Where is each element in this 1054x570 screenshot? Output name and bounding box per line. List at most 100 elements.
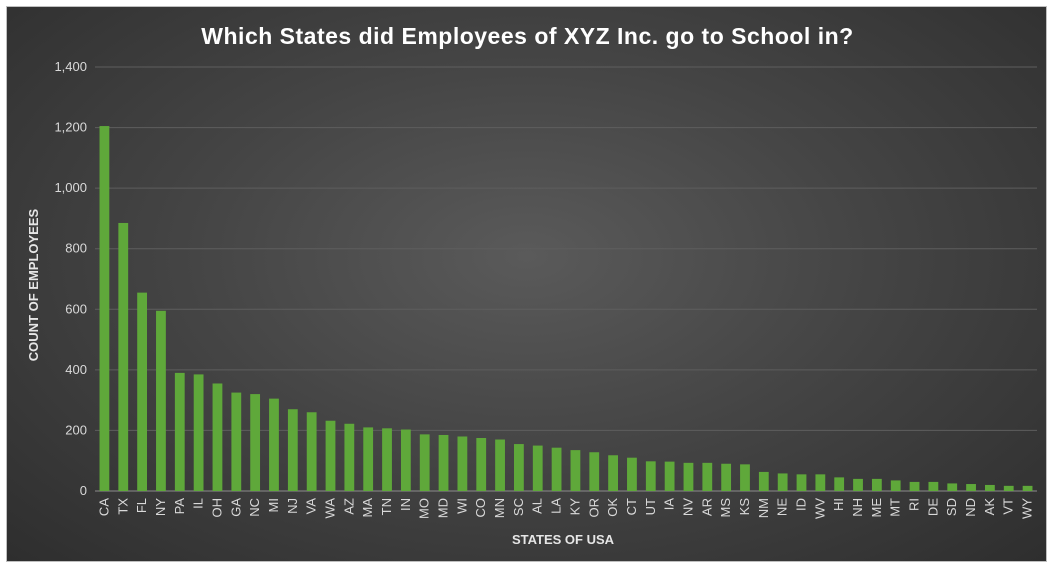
x-tick-label: ID bbox=[794, 498, 809, 511]
x-tick-label: VA bbox=[304, 498, 319, 515]
x-tick-label: CT bbox=[624, 498, 639, 515]
bar-vt bbox=[1003, 485, 1014, 491]
x-tick-label: NE bbox=[775, 498, 790, 516]
x-tick-label: DE bbox=[925, 498, 940, 516]
x-tick-label: KS bbox=[737, 498, 752, 516]
x-tick-label: HI bbox=[831, 498, 846, 511]
x-tick-label: NJ bbox=[285, 498, 300, 514]
bar-ca bbox=[99, 126, 110, 492]
bar-pa bbox=[174, 372, 185, 491]
x-tick-label: KY bbox=[567, 498, 582, 516]
bar-in bbox=[400, 429, 411, 491]
x-tick-label: MD bbox=[436, 498, 451, 518]
y-tick-label: 1,200 bbox=[54, 120, 87, 135]
bar-ct bbox=[627, 457, 637, 491]
bar-ar bbox=[702, 462, 713, 491]
x-tick-label: GA bbox=[228, 498, 243, 517]
x-tick-label: MA bbox=[360, 498, 375, 518]
bar-va bbox=[306, 412, 317, 491]
bar-fl bbox=[137, 292, 147, 491]
x-tick-label: NC bbox=[247, 498, 262, 517]
bar-mt bbox=[890, 480, 901, 491]
x-tick-label: OH bbox=[209, 498, 224, 518]
y-tick-label: 800 bbox=[65, 241, 87, 256]
bar-nv bbox=[683, 462, 694, 491]
y-tick-label: 1,400 bbox=[54, 59, 87, 74]
x-tick-label: WI bbox=[454, 498, 469, 514]
y-axis-ticks: 0 200 400 600 800 1,000 1,200 1,400 bbox=[54, 59, 87, 498]
bar-hi bbox=[834, 477, 845, 491]
bar-tx bbox=[118, 222, 129, 491]
bar-mo bbox=[419, 434, 430, 491]
bar-la bbox=[551, 447, 562, 491]
x-tick-label: IL bbox=[191, 498, 206, 509]
chart-frame: Which States did Employees of XYZ Inc. g… bbox=[6, 6, 1047, 562]
x-tick-label: WA bbox=[323, 498, 338, 519]
bar-or bbox=[589, 452, 600, 491]
bar-ri bbox=[909, 481, 920, 491]
x-tick-label: OR bbox=[586, 498, 601, 518]
x-tick-label: SD bbox=[944, 498, 959, 516]
bar-ny bbox=[156, 310, 166, 491]
x-axis-title: STATES OF USA bbox=[512, 532, 615, 547]
x-tick-label: FL bbox=[134, 498, 149, 513]
bar-co bbox=[476, 438, 487, 491]
bar-wy bbox=[1022, 485, 1033, 491]
bar-nc bbox=[250, 394, 261, 491]
bar-ne bbox=[777, 473, 788, 491]
bar-ms bbox=[721, 463, 732, 491]
x-tick-label: PA bbox=[172, 498, 187, 515]
x-tick-label: MN bbox=[492, 498, 507, 518]
x-tick-label: AZ bbox=[341, 498, 356, 515]
x-tick-label: MS bbox=[718, 498, 733, 518]
x-tick-label: MO bbox=[417, 498, 432, 519]
bar-nm bbox=[758, 471, 769, 491]
x-tick-label: ME bbox=[869, 498, 884, 518]
x-tick-label: TX bbox=[115, 498, 130, 515]
x-tick-label: NH bbox=[850, 498, 865, 517]
bar-ok bbox=[608, 455, 618, 491]
x-tick-label: AL bbox=[530, 498, 545, 514]
y-axis-title: COUNT OF EMPLOYEES bbox=[26, 208, 41, 361]
bar-ak bbox=[985, 484, 995, 491]
x-tick-label: NM bbox=[756, 498, 771, 518]
bar-ga bbox=[231, 392, 242, 491]
x-tick-label: AR bbox=[699, 498, 714, 516]
bar-wi bbox=[457, 436, 468, 491]
x-tick-label: CA bbox=[96, 498, 111, 516]
x-tick-label: OK bbox=[605, 498, 620, 517]
x-tick-label: IN bbox=[398, 498, 413, 511]
bar-ma bbox=[363, 427, 374, 491]
bar-az bbox=[344, 423, 355, 491]
bar-wv bbox=[815, 474, 826, 491]
x-tick-label: LA bbox=[549, 498, 564, 514]
bar-mn bbox=[495, 439, 505, 491]
bar-sd bbox=[947, 483, 958, 491]
y-tick-label: 0 bbox=[80, 483, 87, 498]
bar-il bbox=[193, 374, 204, 491]
x-tick-label: IA bbox=[662, 498, 677, 511]
bar-nj bbox=[287, 409, 298, 491]
bar-al bbox=[532, 445, 543, 491]
x-tick-label: NV bbox=[680, 498, 695, 516]
y-tick-label: 400 bbox=[65, 362, 87, 377]
chart-title: Which States did Employees of XYZ Inc. g… bbox=[201, 23, 854, 49]
x-tick-label: ND bbox=[963, 498, 978, 517]
y-tick-label: 600 bbox=[65, 301, 87, 316]
x-tick-label: WV bbox=[812, 498, 827, 519]
bar-sc bbox=[514, 444, 524, 491]
x-tick-label: MI bbox=[266, 498, 281, 512]
x-tick-label: UT bbox=[643, 498, 658, 515]
bar-me bbox=[871, 478, 882, 491]
bar-ut bbox=[645, 461, 656, 491]
bar-nh bbox=[853, 478, 863, 491]
bar-ky bbox=[570, 450, 581, 491]
x-tick-label: SC bbox=[511, 498, 526, 516]
bar-chart: 0 200 400 600 800 1,000 1,200 1,400 CA TX FL NY PA I… bbox=[26, 59, 1037, 547]
bar-id bbox=[796, 474, 807, 491]
y-tick-label: 1,000 bbox=[54, 180, 87, 195]
x-tick-label: NY bbox=[153, 498, 168, 516]
x-axis-ticks: CA TX FL NY PA IL OH GA NC MI NJ VA WA AZ MA TN IN MO MD WI… bbox=[96, 498, 1034, 519]
bar-oh bbox=[212, 383, 223, 491]
bar-md bbox=[438, 434, 449, 491]
